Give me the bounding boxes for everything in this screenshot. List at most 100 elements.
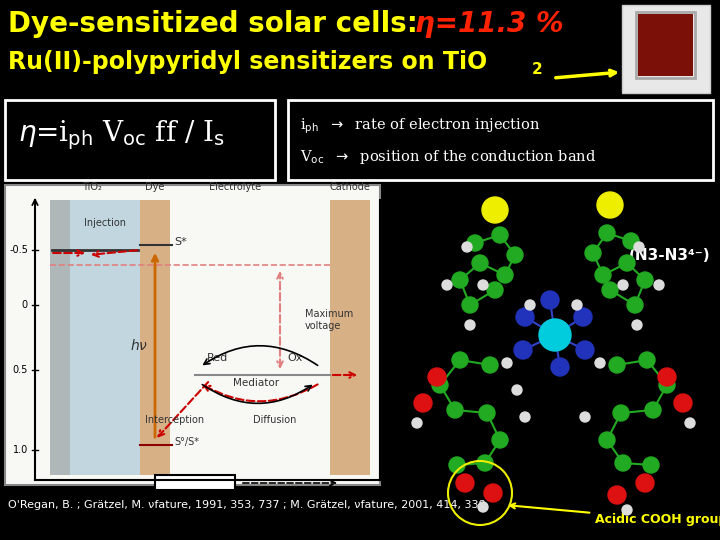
- Circle shape: [637, 272, 653, 288]
- Circle shape: [585, 245, 601, 261]
- Text: Diffusion: Diffusion: [253, 415, 297, 425]
- Text: Ru(II)-polypyridyl sensitizers on TiO: Ru(II)-polypyridyl sensitizers on TiO: [8, 50, 487, 74]
- Text: S*: S*: [174, 237, 186, 247]
- Circle shape: [541, 291, 559, 309]
- Circle shape: [412, 418, 422, 428]
- Text: (N3-N3⁴⁻): (N3-N3⁴⁻): [629, 248, 710, 263]
- Text: Cathode: Cathode: [330, 182, 370, 192]
- Circle shape: [574, 308, 592, 326]
- Circle shape: [432, 377, 448, 393]
- Text: i$_{\mathsf{ph}}$  $\rightarrow$  rate of electron injection: i$_{\mathsf{ph}}$ $\rightarrow$ rate of …: [300, 116, 541, 136]
- Circle shape: [599, 432, 615, 448]
- Circle shape: [477, 455, 493, 471]
- Bar: [622, 5, 710, 93]
- Circle shape: [516, 308, 534, 326]
- Text: Dye-sensitized solar cells:: Dye-sensitized solar cells:: [8, 10, 428, 38]
- Circle shape: [602, 282, 618, 298]
- Text: Maximum
voltage: Maximum voltage: [305, 309, 354, 331]
- Circle shape: [467, 235, 483, 251]
- Circle shape: [632, 320, 642, 330]
- Bar: [636, 12, 695, 78]
- Text: -0.5: -0.5: [9, 245, 28, 255]
- Circle shape: [634, 242, 644, 252]
- Bar: [330, 200, 370, 475]
- Circle shape: [462, 242, 472, 252]
- Circle shape: [514, 341, 532, 359]
- Text: Dye: Dye: [145, 182, 165, 192]
- Text: 0.5: 0.5: [13, 365, 28, 375]
- Circle shape: [609, 357, 625, 373]
- Text: O'Regan, B. ; Grätzel, M. νfature, 1991, 353, 737 ; M. Grätzel, νfature, 2001, 4: O'Regan, B. ; Grätzel, M. νfature, 1991,…: [8, 500, 490, 510]
- Circle shape: [595, 267, 611, 283]
- Text: V$_{\mathsf{oc}}$  $\rightarrow$  position of the conduction band: V$_{\mathsf{oc}}$ $\rightarrow$ position…: [300, 148, 596, 166]
- Bar: [140, 200, 170, 475]
- Circle shape: [639, 352, 655, 368]
- Circle shape: [525, 300, 535, 310]
- Circle shape: [623, 233, 639, 249]
- Circle shape: [576, 341, 594, 359]
- Text: Ox: Ox: [287, 353, 302, 363]
- Circle shape: [414, 394, 432, 412]
- Circle shape: [595, 358, 605, 368]
- Circle shape: [599, 225, 615, 241]
- Circle shape: [539, 319, 571, 351]
- Bar: [50, 200, 140, 475]
- Circle shape: [608, 486, 626, 504]
- Text: 1.0: 1.0: [13, 445, 28, 455]
- Circle shape: [659, 377, 675, 393]
- Text: Acidic COOH groups: Acidic COOH groups: [510, 503, 720, 526]
- Circle shape: [428, 368, 446, 386]
- Circle shape: [551, 358, 569, 376]
- Circle shape: [465, 320, 475, 330]
- Circle shape: [643, 457, 659, 473]
- Circle shape: [597, 192, 623, 218]
- Circle shape: [452, 272, 468, 288]
- Circle shape: [484, 484, 502, 502]
- Text: Electrolyte: Electrolyte: [209, 182, 261, 192]
- Circle shape: [636, 474, 654, 492]
- Bar: [155, 475, 235, 490]
- Circle shape: [572, 300, 582, 310]
- Circle shape: [685, 418, 695, 428]
- Circle shape: [619, 255, 635, 271]
- Text: TiO₂: TiO₂: [82, 182, 102, 192]
- Bar: [5, 100, 275, 180]
- Text: η=11.3 %: η=11.3 %: [415, 10, 564, 38]
- Text: Injection: Injection: [84, 218, 126, 228]
- Circle shape: [674, 394, 692, 412]
- Text: Interception: Interception: [145, 415, 204, 425]
- Circle shape: [472, 255, 488, 271]
- Circle shape: [507, 247, 523, 263]
- Circle shape: [482, 197, 508, 223]
- Text: 2: 2: [532, 62, 543, 77]
- Circle shape: [654, 280, 664, 290]
- Bar: [638, 14, 693, 76]
- Bar: [50, 200, 70, 475]
- Circle shape: [487, 282, 503, 298]
- Circle shape: [502, 358, 512, 368]
- Text: 0: 0: [22, 300, 28, 310]
- Bar: [5, 185, 380, 485]
- Circle shape: [447, 402, 463, 418]
- Circle shape: [622, 505, 632, 515]
- Circle shape: [497, 267, 513, 283]
- Circle shape: [482, 357, 498, 373]
- Text: S°/S*: S°/S*: [174, 437, 199, 447]
- Bar: [288, 100, 713, 180]
- Circle shape: [456, 474, 474, 492]
- Circle shape: [613, 405, 629, 421]
- Circle shape: [492, 227, 508, 243]
- Circle shape: [645, 402, 661, 418]
- Circle shape: [627, 297, 643, 313]
- Text: Red: Red: [207, 353, 229, 363]
- Circle shape: [449, 457, 465, 473]
- Circle shape: [462, 297, 478, 313]
- Circle shape: [618, 280, 628, 290]
- Text: Mediator: Mediator: [233, 378, 279, 388]
- Text: $\eta$=i$_{\mathsf{ph}}$ V$_{\mathsf{oc}}$ ff / I$_{\mathsf{s}}$: $\eta$=i$_{\mathsf{ph}}$ V$_{\mathsf{oc}…: [18, 118, 225, 152]
- Circle shape: [478, 280, 488, 290]
- Circle shape: [492, 432, 508, 448]
- Circle shape: [615, 455, 631, 471]
- Circle shape: [512, 385, 522, 395]
- Text: $h\nu$: $h\nu$: [130, 338, 148, 353]
